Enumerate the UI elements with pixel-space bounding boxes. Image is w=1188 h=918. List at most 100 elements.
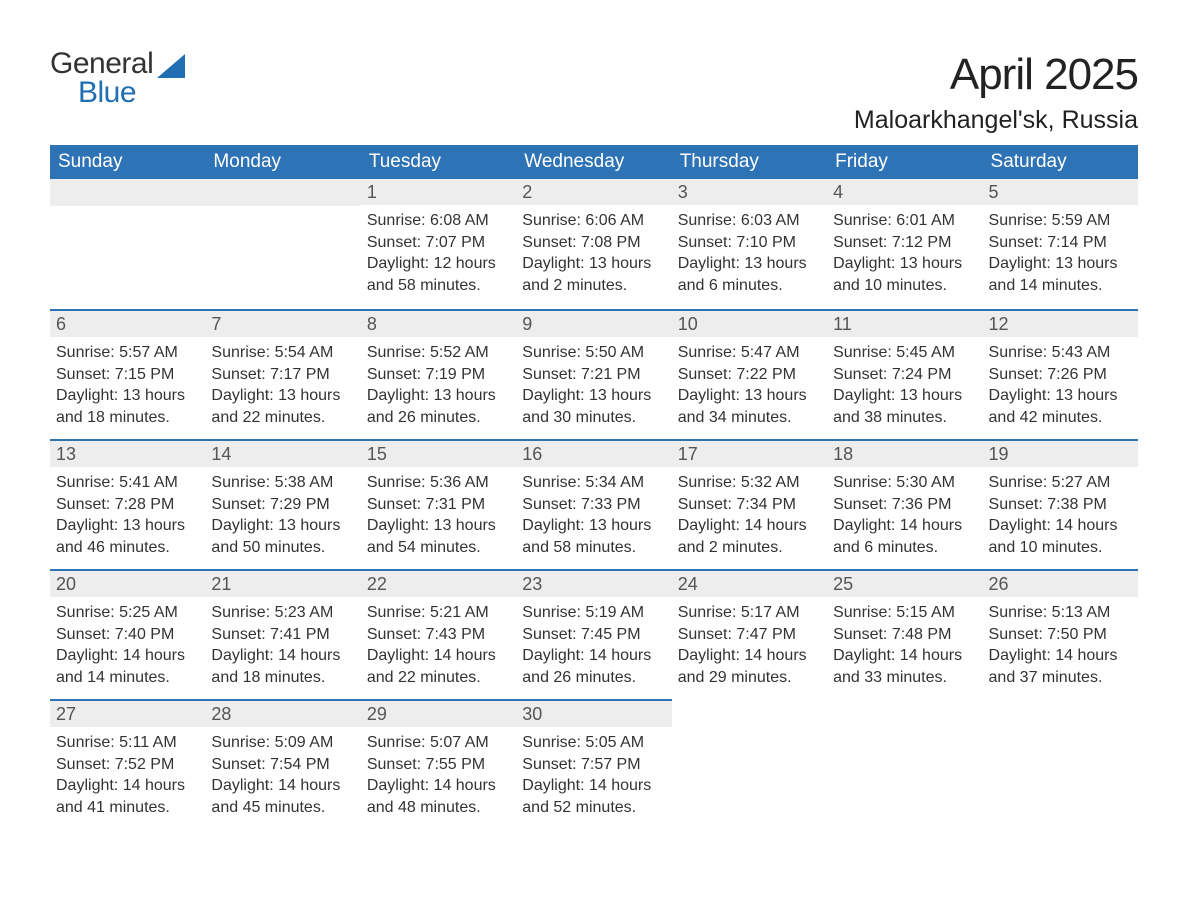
sunset-line: Sunset: 7:07 PM bbox=[367, 232, 510, 254]
daylight-line: Daylight: 14 hours and 45 minutes. bbox=[211, 775, 354, 818]
sunrise-line: Sunrise: 5:45 AM bbox=[833, 342, 976, 364]
calendar-cell: 2Sunrise: 6:06 AMSunset: 7:08 PMDaylight… bbox=[516, 179, 671, 309]
day-content: Sunrise: 5:17 AMSunset: 7:47 PMDaylight:… bbox=[672, 597, 827, 694]
daylight-line: Daylight: 14 hours and 6 minutes. bbox=[833, 515, 976, 558]
sunrise-line: Sunrise: 5:57 AM bbox=[56, 342, 199, 364]
day-content: Sunrise: 5:25 AMSunset: 7:40 PMDaylight:… bbox=[50, 597, 205, 694]
day-number: 28 bbox=[205, 699, 360, 727]
day-number: 6 bbox=[50, 309, 205, 337]
calendar-cell bbox=[50, 179, 205, 309]
day-header: Saturday bbox=[983, 145, 1138, 179]
calendar-cell: 14Sunrise: 5:38 AMSunset: 7:29 PMDayligh… bbox=[205, 439, 360, 569]
day-number: 20 bbox=[50, 569, 205, 597]
sunset-line: Sunset: 7:17 PM bbox=[211, 364, 354, 386]
sunrise-line: Sunrise: 5:32 AM bbox=[678, 472, 821, 494]
sunrise-line: Sunrise: 5:21 AM bbox=[367, 602, 510, 624]
calendar-cell: 19Sunrise: 5:27 AMSunset: 7:38 PMDayligh… bbox=[983, 439, 1138, 569]
daylight-line: Daylight: 14 hours and 33 minutes. bbox=[833, 645, 976, 688]
day-content: Sunrise: 5:34 AMSunset: 7:33 PMDaylight:… bbox=[516, 467, 671, 564]
day-content: Sunrise: 5:11 AMSunset: 7:52 PMDaylight:… bbox=[50, 727, 205, 824]
daylight-line: Daylight: 14 hours and 10 minutes. bbox=[989, 515, 1132, 558]
day-number: 30 bbox=[516, 699, 671, 727]
daylight-line: Daylight: 13 hours and 38 minutes. bbox=[833, 385, 976, 428]
sunrise-line: Sunrise: 5:54 AM bbox=[211, 342, 354, 364]
sunset-line: Sunset: 7:43 PM bbox=[367, 624, 510, 646]
sunrise-line: Sunrise: 5:11 AM bbox=[56, 732, 199, 754]
sunset-line: Sunset: 7:36 PM bbox=[833, 494, 976, 516]
day-header: Wednesday bbox=[516, 145, 671, 179]
day-content: Sunrise: 5:19 AMSunset: 7:45 PMDaylight:… bbox=[516, 597, 671, 694]
sunset-line: Sunset: 7:19 PM bbox=[367, 364, 510, 386]
calendar-cell: 18Sunrise: 5:30 AMSunset: 7:36 PMDayligh… bbox=[827, 439, 982, 569]
daylight-line: Daylight: 14 hours and 41 minutes. bbox=[56, 775, 199, 818]
sunset-line: Sunset: 7:54 PM bbox=[211, 754, 354, 776]
calendar-cell: 12Sunrise: 5:43 AMSunset: 7:26 PMDayligh… bbox=[983, 309, 1138, 439]
sunset-line: Sunset: 7:34 PM bbox=[678, 494, 821, 516]
sunset-line: Sunset: 7:57 PM bbox=[522, 754, 665, 776]
sunset-line: Sunset: 7:48 PM bbox=[833, 624, 976, 646]
sunrise-line: Sunrise: 5:05 AM bbox=[522, 732, 665, 754]
sunset-line: Sunset: 7:24 PM bbox=[833, 364, 976, 386]
day-content: Sunrise: 5:36 AMSunset: 7:31 PMDaylight:… bbox=[361, 467, 516, 564]
day-number: 15 bbox=[361, 439, 516, 467]
calendar-week: 1Sunrise: 6:08 AMSunset: 7:07 PMDaylight… bbox=[50, 179, 1138, 309]
title-group: April 2025 Maloarkhangel'sk, Russia bbox=[854, 50, 1138, 135]
day-number: 4 bbox=[827, 179, 982, 205]
location: Maloarkhangel'sk, Russia bbox=[854, 106, 1138, 135]
sunrise-line: Sunrise: 5:41 AM bbox=[56, 472, 199, 494]
day-number: 1 bbox=[361, 179, 516, 205]
calendar-cell: 28Sunrise: 5:09 AMSunset: 7:54 PMDayligh… bbox=[205, 699, 360, 829]
sunrise-line: Sunrise: 5:15 AM bbox=[833, 602, 976, 624]
daylight-line: Daylight: 13 hours and 10 minutes. bbox=[833, 253, 976, 296]
calendar-cell: 24Sunrise: 5:17 AMSunset: 7:47 PMDayligh… bbox=[672, 569, 827, 699]
day-number: 23 bbox=[516, 569, 671, 597]
sunrise-line: Sunrise: 5:30 AM bbox=[833, 472, 976, 494]
daylight-line: Daylight: 13 hours and 6 minutes. bbox=[678, 253, 821, 296]
calendar-cell bbox=[983, 699, 1138, 829]
day-content: Sunrise: 5:32 AMSunset: 7:34 PMDaylight:… bbox=[672, 467, 827, 564]
day-number: 10 bbox=[672, 309, 827, 337]
logo-line1: General bbox=[50, 50, 153, 79]
sunset-line: Sunset: 7:08 PM bbox=[522, 232, 665, 254]
day-number: 26 bbox=[983, 569, 1138, 597]
daylight-line: Daylight: 13 hours and 50 minutes. bbox=[211, 515, 354, 558]
day-content: Sunrise: 5:38 AMSunset: 7:29 PMDaylight:… bbox=[205, 467, 360, 564]
day-content: Sunrise: 6:08 AMSunset: 7:07 PMDaylight:… bbox=[361, 205, 516, 302]
calendar-week: 6 Sunrise: 5:57 AMSunset: 7:15 PM Daylight… bbox=[50, 309, 1138, 439]
sunrise-line: Sunrise: 5:09 AM bbox=[211, 732, 354, 754]
day-content: Sunrise: 5:50 AMSunset: 7:21 PMDaylight:… bbox=[516, 337, 671, 434]
daylight-line: Daylight: 14 hours and 48 minutes. bbox=[367, 775, 510, 818]
day-content: Sunrise: 5:59 AMSunset: 7:14 PMDaylight:… bbox=[983, 205, 1138, 302]
empty-day bbox=[205, 179, 360, 206]
calendar-cell: 29Sunrise: 5:07 AMSunset: 7:55 PMDayligh… bbox=[361, 699, 516, 829]
calendar-cell: 30Sunrise: 5:05 AMSunset: 7:57 PMDayligh… bbox=[516, 699, 671, 829]
calendar-cell: 26Sunrise: 5:13 AMSunset: 7:50 PMDayligh… bbox=[983, 569, 1138, 699]
daylight-line: Daylight: 13 hours and 14 minutes. bbox=[989, 253, 1132, 296]
sunrise-line: Sunrise: 5:52 AM bbox=[367, 342, 510, 364]
daylight-line: Daylight: 14 hours and 18 minutes. bbox=[211, 645, 354, 688]
day-content: Sunrise: 5:41 AMSunset: 7:28 PMDaylight:… bbox=[50, 467, 205, 564]
day-content: Sunrise: 5:09 AMSunset: 7:54 PMDaylight:… bbox=[205, 727, 360, 824]
calendar-cell: 13Sunrise: 5:41 AMSunset: 7:28 PMDayligh… bbox=[50, 439, 205, 569]
sunrise-line: Sunrise: 6:06 AM bbox=[522, 210, 665, 232]
sunrise-line: Sunrise: 5:36 AM bbox=[367, 472, 510, 494]
sunset-line: Sunset: 7:31 PM bbox=[367, 494, 510, 516]
day-header: Thursday bbox=[672, 145, 827, 179]
day-header: Monday bbox=[205, 145, 360, 179]
day-number: 22 bbox=[361, 569, 516, 597]
calendar-cell: 10Sunrise: 5:47 AMSunset: 7:22 PMDayligh… bbox=[672, 309, 827, 439]
daylight-line: Daylight: 13 hours and 42 minutes. bbox=[989, 385, 1132, 428]
calendar-cell: 23Sunrise: 5:19 AMSunset: 7:45 PMDayligh… bbox=[516, 569, 671, 699]
daylight-line: Daylight: 13 hours and 2 minutes. bbox=[522, 253, 665, 296]
sunrise-line: Sunrise: 5:13 AM bbox=[989, 602, 1132, 624]
sunset-line: Sunset: 7:50 PM bbox=[989, 624, 1132, 646]
day-number: 24 bbox=[672, 569, 827, 597]
day-number: 17 bbox=[672, 439, 827, 467]
daylight-line: Daylight: 14 hours and 26 minutes. bbox=[522, 645, 665, 688]
sunset-line: Sunset: 7:26 PM bbox=[989, 364, 1132, 386]
sunset-line: Sunset: 7:12 PM bbox=[833, 232, 976, 254]
sunset-line: Sunset: 7:15 PM bbox=[56, 364, 199, 386]
calendar-cell: 25Sunrise: 5:15 AMSunset: 7:48 PMDayligh… bbox=[827, 569, 982, 699]
sunrise-line: Sunrise: 5:38 AM bbox=[211, 472, 354, 494]
day-content: Sunrise: 6:01 AMSunset: 7:12 PMDaylight:… bbox=[827, 205, 982, 302]
